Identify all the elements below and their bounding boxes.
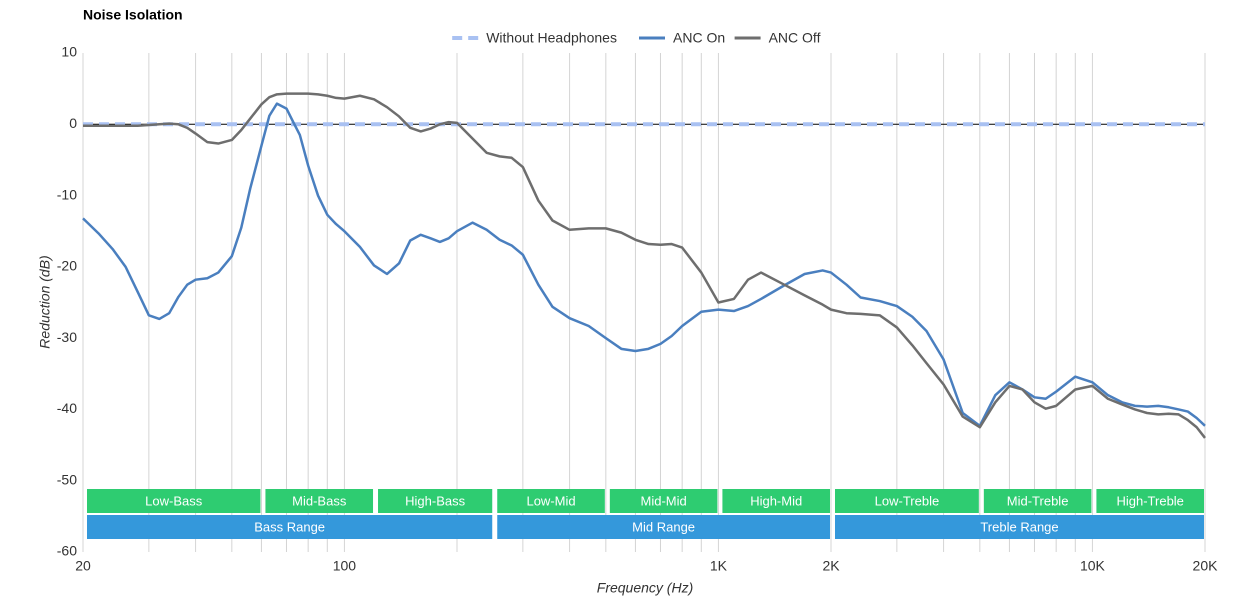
y-tick-label: 0 [69, 115, 77, 131]
x-tick-label: 20K [1193, 558, 1219, 574]
band-label: Mid-Mid [641, 493, 687, 508]
band-label: Low-Treble [875, 493, 940, 508]
frequency-band [265, 489, 374, 513]
band-label: Mid Range [632, 519, 695, 534]
band-label: Low-Bass [145, 493, 203, 508]
band-label: Bass Range [254, 519, 325, 534]
band-label: Mid-Treble [1007, 493, 1069, 508]
band-label: Mid-Bass [292, 493, 347, 508]
frequency-band [87, 489, 261, 513]
y-tick-label: -50 [57, 471, 77, 487]
legend-label: ANC Off [769, 30, 821, 46]
x-tick-label: 2K [822, 558, 840, 574]
band-label: High-Mid [750, 493, 802, 508]
frequency-band [983, 489, 1092, 513]
y-tick-label: -60 [57, 543, 77, 559]
band-label: High-Treble [1116, 493, 1183, 508]
band-label: Treble Range [980, 519, 1058, 534]
frequency-band [835, 515, 1204, 539]
series-line [82, 102, 1206, 428]
legend-label: Without Headphones [486, 30, 617, 46]
y-tick-label: -20 [57, 258, 77, 274]
legend-label: ANC On [673, 30, 725, 46]
series-line [83, 92, 1206, 439]
frequency-band [497, 515, 830, 539]
y-tick-label: -30 [57, 329, 77, 345]
y-axis-label: Reduction (dB) [37, 255, 53, 348]
band-label: High-Bass [405, 493, 465, 508]
frequency-band [722, 489, 830, 513]
frequency-band [835, 489, 979, 513]
y-tick-label: -10 [57, 186, 77, 202]
frequency-band [609, 489, 718, 513]
x-tick-label: 20 [75, 558, 91, 574]
x-tick-label: 1K [710, 558, 728, 574]
y-tick-label: -40 [57, 400, 77, 416]
frequency-band [497, 489, 605, 513]
frequency-band [378, 489, 493, 513]
y-tick-label: 10 [61, 44, 77, 60]
frequency-band [87, 515, 493, 539]
x-tick-label: 10K [1080, 558, 1106, 574]
x-axis-label: Frequency (Hz) [597, 580, 693, 596]
chart-title: Noise Isolation [83, 7, 183, 23]
frequency-band [1096, 489, 1204, 513]
x-tick-label: 100 [333, 558, 357, 574]
band-label: Low-Mid [526, 493, 575, 508]
